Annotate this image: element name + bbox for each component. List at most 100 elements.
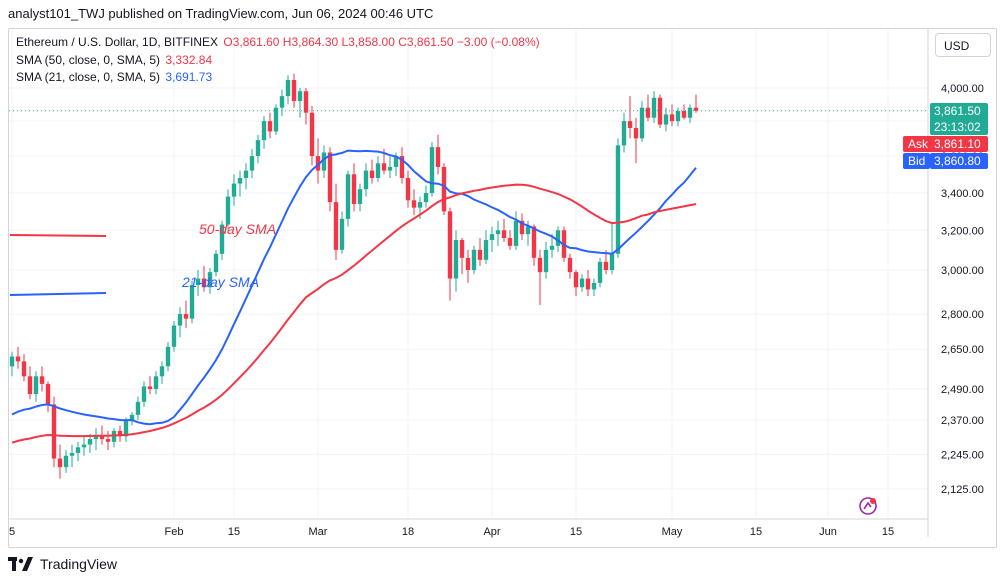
footer: TradingView <box>8 556 117 572</box>
countdown-tag: 23:13:02 <box>930 119 988 135</box>
legend-sma21-label: SMA (21, close, 0, SMA, 5) <box>16 70 161 84</box>
sma21-annotation: 21-day SMA <box>182 274 260 290</box>
candle-body <box>651 97 657 118</box>
candle-body <box>633 127 639 139</box>
candle-body <box>9 356 15 367</box>
candle-body <box>243 170 249 178</box>
candle-body <box>93 436 99 440</box>
candle-body <box>579 278 585 288</box>
tradingview-logo-icon <box>8 557 33 571</box>
candle-body <box>99 436 105 440</box>
candle-body <box>435 147 441 167</box>
y-tick-label: 3,000.00 <box>941 265 984 277</box>
candle-body <box>225 196 231 225</box>
ask-price: 3,861.10 <box>934 137 981 151</box>
candle-body <box>141 386 147 402</box>
currency-label: USD <box>944 39 970 53</box>
candle-body <box>519 220 525 235</box>
x-tick-label: 15 <box>750 526 762 538</box>
candle-body <box>429 147 435 193</box>
candle-body <box>537 257 543 273</box>
candle-body <box>33 376 39 395</box>
candle-body <box>297 91 303 102</box>
candle-body <box>495 230 501 235</box>
alert-icon[interactable] <box>858 496 878 516</box>
candle-body <box>681 111 687 118</box>
x-tick-label: 15 <box>882 526 894 538</box>
x-tick-label: 15 <box>228 526 240 538</box>
y-tick-label: 3,400.00 <box>941 188 984 200</box>
candle-body <box>375 163 381 178</box>
candle-body <box>585 278 591 290</box>
legend-sma50-row[interactable]: SMA (50, close, 0, SMA, 5) 3,332.84 <box>16 52 542 70</box>
candle-body <box>489 234 495 240</box>
candle-body <box>693 107 699 111</box>
candle-body <box>549 245 555 250</box>
sma50-annotation: 50-day SMA <box>199 221 277 237</box>
candle-body <box>387 166 393 171</box>
candle-body <box>321 152 327 171</box>
bid-price-tag: 3,860.80 <box>930 153 988 169</box>
candle-body <box>165 346 171 367</box>
candle-body <box>63 455 69 468</box>
candle-body <box>615 145 621 254</box>
y-tick-label: 2,125.00 <box>941 484 984 496</box>
last-price-tag: 3,861.50 <box>930 103 988 119</box>
sma50-legend-line <box>9 234 107 296</box>
y-tick-label: 2,800.00 <box>941 309 984 321</box>
candle-body <box>129 414 135 421</box>
y-tick-label: 3,200.00 <box>941 225 984 237</box>
candle-body <box>135 401 141 415</box>
candle-body <box>393 156 399 167</box>
candle-body <box>189 285 195 319</box>
candle-body <box>639 107 645 139</box>
legend-symbol-row: Ethereum / U.S. Dollar, 1D, BITFINEX O3,… <box>16 34 542 52</box>
candle-body <box>75 447 81 453</box>
y-tick-label: 2,650.00 <box>941 344 984 356</box>
candle-body <box>411 200 417 208</box>
candle-body <box>153 376 159 389</box>
candle-body <box>339 218 345 250</box>
candle-body <box>213 253 219 273</box>
x-tick-label: May <box>662 526 683 538</box>
candle-body <box>195 278 201 286</box>
x-tick-label: 18 <box>402 526 414 538</box>
candle-body <box>453 239 459 279</box>
x-tick-label: 15 <box>570 526 582 538</box>
candle-body <box>417 202 423 208</box>
legend-sma21-row[interactable]: SMA (21, close, 0, SMA, 5) 3,691.73 <box>16 69 542 87</box>
candle-body <box>663 114 669 125</box>
currency-button[interactable]: USD <box>935 33 991 57</box>
candle-body <box>531 226 537 258</box>
countdown: 23:13:02 <box>934 120 981 134</box>
sma21-line <box>11 149 697 426</box>
candle-body <box>333 202 339 250</box>
bid-price: 3,860.80 <box>934 154 981 168</box>
candle-body <box>105 439 111 442</box>
candle-body <box>255 140 261 157</box>
legend: Ethereum / U.S. Dollar, 1D, BITFINEX O3,… <box>16 34 542 87</box>
candle-body <box>591 282 597 290</box>
candle-body <box>543 249 549 273</box>
candle-body <box>465 257 471 270</box>
legend-sma21-value: 3,691.73 <box>165 70 213 84</box>
candle-body <box>279 96 285 108</box>
candle-body <box>507 238 513 246</box>
candle-body <box>555 230 561 246</box>
candle-body <box>21 361 27 377</box>
candle-body <box>657 97 663 125</box>
candle-body <box>27 376 33 395</box>
bid-label-tag: Bid <box>903 153 931 169</box>
price-axis: 4,000.003,800.003,600.003,400.003,200.00… <box>927 29 984 537</box>
x-tick-label: 5 <box>9 526 15 538</box>
sma50-stub-line <box>9 234 107 237</box>
candle-body <box>381 163 387 171</box>
y-tick-label: 4,000.00 <box>941 83 984 95</box>
last-price: 3,861.50 <box>934 104 981 118</box>
candle-body <box>369 170 375 178</box>
candle-body <box>273 107 279 132</box>
candle-body <box>123 420 129 437</box>
candle-body <box>447 211 453 279</box>
candle-body <box>573 272 579 288</box>
